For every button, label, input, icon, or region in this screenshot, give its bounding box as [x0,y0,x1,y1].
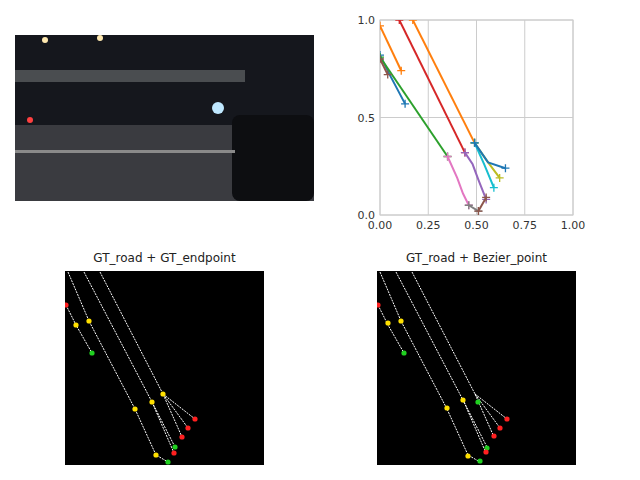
photo [15,35,314,201]
series-line [84,272,175,447]
data-group [377,272,510,464]
photo-light [97,35,103,41]
marker [160,391,165,396]
tick-label: 0.75 [513,219,538,232]
marker [475,399,480,404]
series-line [380,57,448,156]
marker [482,193,490,201]
marker [497,425,502,430]
photo-sky [15,35,314,201]
plot-area [377,271,576,465]
tick-label: 1.00 [561,219,586,232]
tick-label: 0.25 [416,219,441,232]
marker [504,416,509,421]
photo-lane-mark [15,150,235,153]
marker [465,453,470,458]
marker [395,20,403,24]
tick-label: 1.0 [358,14,376,27]
background [0,0,640,480]
photo-light [212,102,224,114]
series-line [478,197,486,211]
marker [401,100,409,108]
series-line [412,272,494,437]
marker [385,320,390,325]
series-line [380,272,480,462]
marker [460,397,465,402]
marker [380,55,384,63]
plot-area [380,20,573,215]
series-line [163,394,195,419]
marker [496,174,504,182]
marker [384,71,392,79]
series-line [152,402,174,453]
marker [465,201,473,209]
tick-label: 0.5 [358,112,376,125]
photo-bridge [15,70,245,82]
marker [401,350,406,355]
grid-line [380,117,573,118]
chart-title: GT_road + Bezier_point [406,251,547,265]
marker [397,67,405,75]
marker [398,318,403,323]
chart: GT_road + GT_endpoint [63,251,264,465]
series-line [378,305,404,353]
series-line [413,20,475,143]
marker [172,444,177,449]
marker [444,153,452,161]
chart-title: GT_road + GT_endpoint [93,251,236,265]
marker [192,416,197,421]
photo-light [42,37,48,43]
figure: 0.000.250.500.751.000.00.51.0GT_road + G… [0,0,640,480]
series-line [475,143,506,168]
marker [86,318,91,323]
marker [73,322,78,327]
marker [165,459,170,464]
marker [461,149,469,157]
marker [89,350,94,355]
marker [490,184,498,192]
marker [380,22,384,30]
marker [65,302,69,307]
data-group [380,20,509,215]
series-line [475,394,507,419]
marker [179,434,184,439]
plot-frame [380,20,573,215]
marker [377,302,381,307]
photo-light [27,117,33,123]
chart: 0.000.250.500.751.000.00.51.0 [358,14,586,232]
chart: GT_road + Bezier_point [375,251,576,465]
series-line [469,205,479,211]
series-line [396,272,487,447]
series-line [448,157,469,206]
series-line [100,272,182,437]
marker [483,449,488,454]
series-line [66,305,92,353]
marker [491,433,496,438]
marker [149,399,154,404]
marker [474,207,482,215]
series-line [68,272,168,462]
marker [171,450,176,455]
marker [153,452,158,457]
marker [474,207,482,215]
marker [132,406,137,411]
marker [501,164,509,172]
photo-car [232,115,314,201]
tick-label: 0.0 [358,209,376,222]
marker [444,153,452,161]
series-line [475,143,494,188]
marker [185,425,190,430]
series-line [464,402,486,453]
tick-label: 0.50 [464,219,489,232]
marker [471,139,479,147]
marker [409,20,417,24]
marker [444,405,449,410]
plot-area [65,271,264,465]
marker [477,458,482,463]
data-group [65,272,198,465]
series-line [380,59,388,75]
